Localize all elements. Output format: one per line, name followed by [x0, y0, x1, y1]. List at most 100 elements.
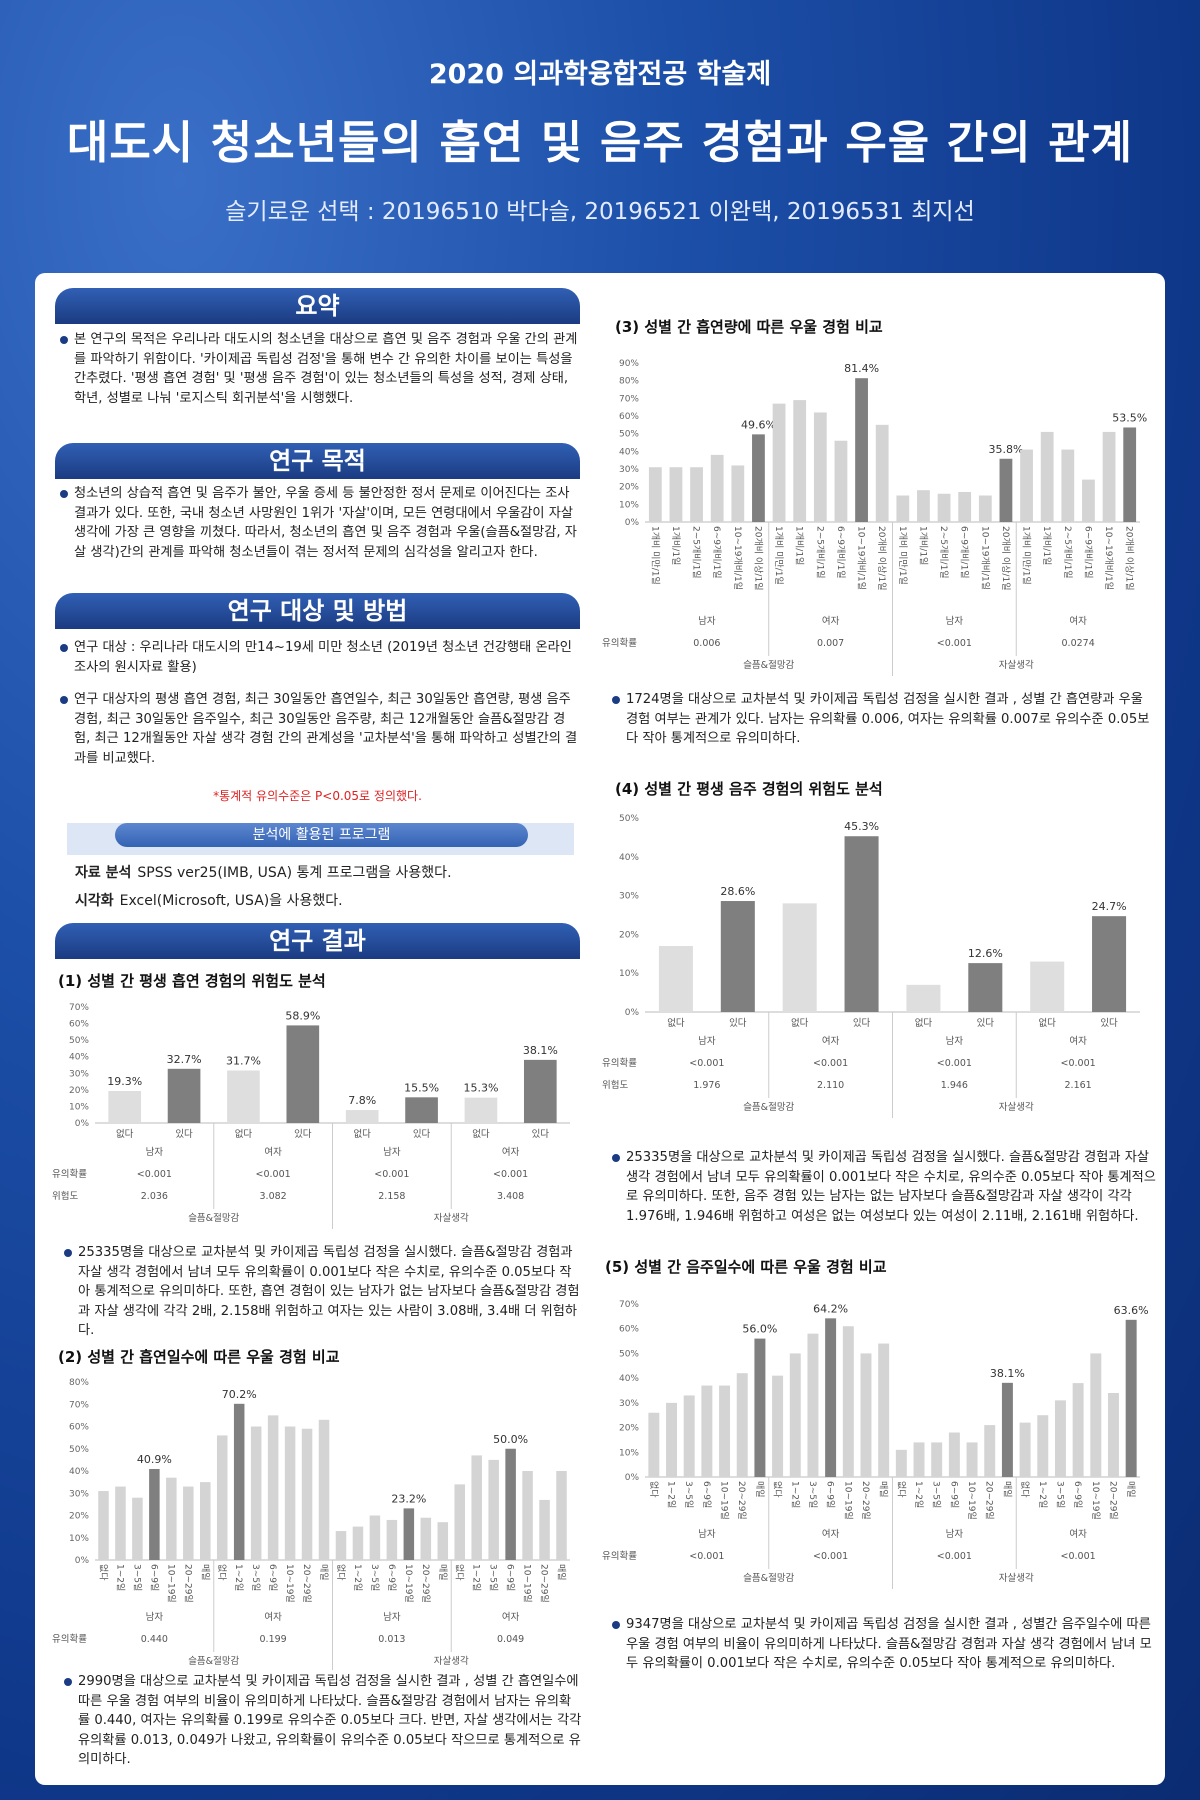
bar: [793, 400, 807, 522]
risk-ratio: 2.110: [817, 1080, 844, 1091]
group-label: 여자: [502, 1146, 520, 1158]
bar: [789, 1353, 801, 1477]
category-label: 20~29일: [301, 1564, 312, 1603]
bar: [556, 1471, 567, 1560]
category-label: 3~5일: [369, 1564, 380, 1591]
risk-ratio: 2.158: [378, 1191, 405, 1202]
category-label: 1개비/1일: [1041, 526, 1052, 565]
category-label: 20개비 이상/1일: [1124, 526, 1135, 590]
y-tick-label: 30%: [69, 1489, 89, 1499]
bar: [464, 1097, 498, 1123]
bar: [523, 1059, 557, 1123]
y-tick-label: 20%: [619, 930, 639, 940]
bar: [454, 1484, 465, 1560]
program-item: 자료 분석 SPSS ver25(IMB, USA) 통계 프로그램을 사용했다.: [75, 862, 452, 882]
bar: [648, 467, 662, 522]
group-label: 여자: [822, 615, 840, 627]
category-label: 없다: [667, 1017, 685, 1029]
bar: [958, 491, 972, 522]
bar: [1102, 431, 1116, 522]
category-label: 있다: [1100, 1017, 1118, 1029]
value-label: 28.6%: [720, 885, 755, 898]
group-label: 여자: [822, 1035, 840, 1047]
category-label: 1개비 미만/1일: [773, 526, 784, 585]
y-tick-label: 20%: [69, 1512, 89, 1522]
paragraph: 25335명을 대상으로 교차분석 및 카이제곱 독립성 검정을 실시했다. 슬…: [610, 1148, 1156, 1226]
bar: [403, 1508, 415, 1560]
chart-title: (3) 성별 간 흡연량에 따른 우울 경험 비교: [615, 318, 883, 336]
bar: [1090, 1353, 1102, 1477]
p-value: <0.001: [256, 1169, 291, 1180]
bar: [772, 403, 786, 522]
y-tick-label: 20%: [619, 1424, 639, 1434]
category-label: 1~2일: [233, 1564, 244, 1591]
category-label: 없다: [915, 1017, 933, 1029]
bar: [1123, 427, 1137, 522]
paragraph: 본 연구의 목적은 우리나라 대도시의 청소년을 대상으로 흡연 및 음주 경험…: [58, 330, 579, 408]
category-label: 매일: [437, 1564, 448, 1581]
bar: [895, 1449, 907, 1477]
category-label: 6~9일: [148, 1564, 159, 1591]
bar: [906, 984, 941, 1012]
value-label: 38.1%: [990, 1367, 1025, 1380]
category-label: 20~29일: [539, 1564, 550, 1603]
bar: [488, 1459, 499, 1560]
y-tick-label: 40%: [69, 1467, 89, 1477]
bar: [1030, 961, 1065, 1012]
bar: [200, 1482, 211, 1560]
bar: [807, 1333, 819, 1477]
value-label: 53.5%: [1112, 411, 1147, 424]
section-heading: 연구 대상 및 방법: [55, 593, 580, 629]
category-label: 없다: [648, 1481, 659, 1498]
y-tick-label: 10%: [619, 500, 639, 510]
y-tick-label: 80%: [69, 1378, 89, 1388]
value-label: 45.3%: [844, 820, 879, 833]
section-heading: 요약: [55, 288, 580, 324]
bar: [301, 1428, 313, 1560]
chart-title: (4) 성별 간 평생 음주 경험의 위험도 분석: [615, 780, 883, 798]
y-tick-label: 80%: [619, 377, 639, 387]
y-tick-label: 70%: [619, 1300, 639, 1310]
note: *통계적 유의수준은 P<0.05로 정의했다.: [213, 789, 422, 803]
category-label: 20~29일: [860, 1481, 871, 1520]
group-label: 남자: [146, 1612, 164, 1623]
bar: [1020, 449, 1033, 522]
y-tick-label: 10%: [619, 969, 639, 979]
y-tick-label: 30%: [619, 465, 639, 475]
bar: [931, 1442, 943, 1477]
value-label: 58.9%: [285, 1009, 320, 1022]
y-tick-label: 90%: [619, 359, 639, 369]
y-tick-label: 50%: [619, 814, 639, 824]
chart: 0% 10% 20% 30% 40% 50% 60% 70% 유의확률 없다 1~2일 3~5일 6~9…: [602, 1300, 1149, 1589]
bar: [1125, 1319, 1137, 1477]
value-label: 7.8%: [348, 1094, 376, 1107]
panel-label: 자살생각: [999, 659, 1034, 671]
p-value: 0.049: [497, 1634, 524, 1645]
risk-ratio: 2.036: [141, 1191, 168, 1202]
bar: [250, 1426, 262, 1560]
y-tick-label: 50%: [69, 1036, 89, 1046]
bar: [1072, 1383, 1084, 1477]
category-label: 1개비/1일: [670, 526, 681, 565]
category-label: 3~5일: [488, 1564, 499, 1591]
category-label: 1~2일: [666, 1481, 677, 1508]
y-tick-label: 10%: [69, 1102, 89, 1112]
bar: [896, 495, 910, 522]
value-label: 19.3%: [107, 1075, 142, 1088]
group-label: 여자: [264, 1146, 282, 1158]
category-label: 없다: [335, 1564, 346, 1581]
bar: [108, 1091, 142, 1123]
y-tick-label: 10%: [69, 1534, 89, 1544]
y-tick-label: 60%: [69, 1423, 89, 1433]
y-tick-label: 50%: [619, 1349, 639, 1359]
bar: [318, 1419, 330, 1560]
bar: [167, 1068, 201, 1123]
category-label: 6~9일: [1072, 1481, 1083, 1508]
bar: [772, 1375, 784, 1477]
bar: [813, 412, 827, 522]
value-label: 15.3%: [463, 1082, 498, 1095]
program-text: Excel(Microsoft, USA)을 사용했다.: [119, 893, 343, 909]
bar: [648, 1412, 660, 1477]
panel-label: 슬픔&절망감: [188, 1655, 239, 1667]
